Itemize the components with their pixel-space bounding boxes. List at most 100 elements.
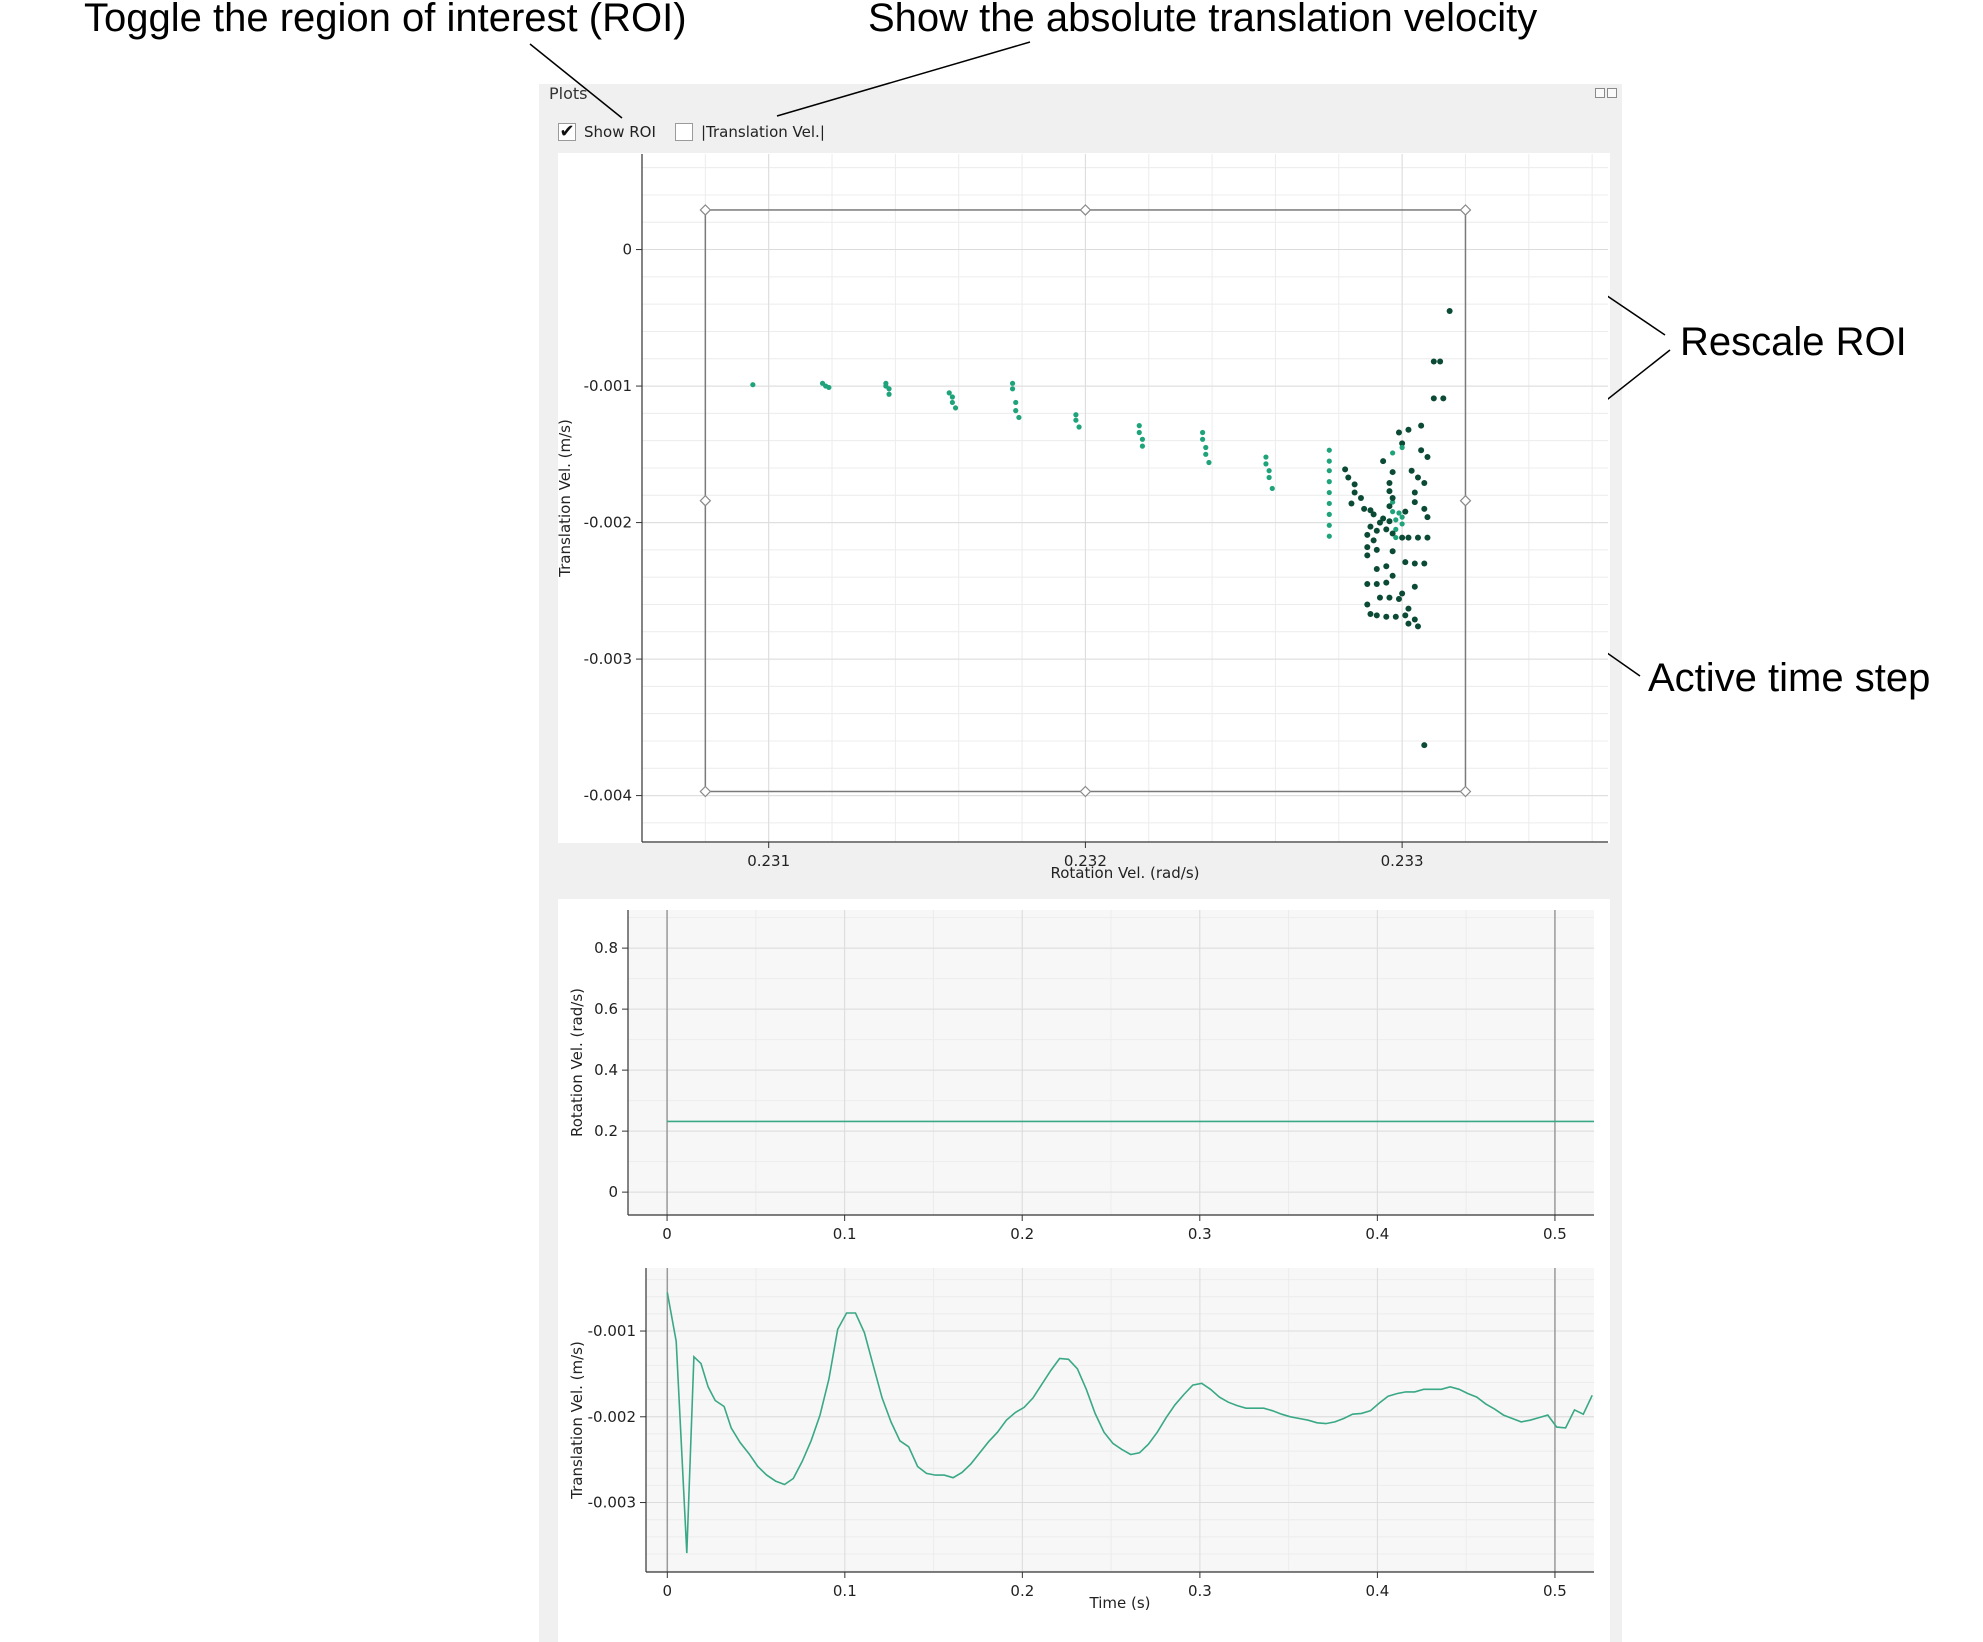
x-tick-label: 0.1 <box>833 1225 857 1243</box>
data-point <box>1373 581 1380 587</box>
data-point <box>1389 530 1396 537</box>
y-tick-label: -0.003 <box>588 1494 636 1512</box>
data-point <box>1326 458 1332 464</box>
y-axis-label: Rotation Vel. (rad/s) <box>568 988 586 1137</box>
data-point <box>1402 559 1409 566</box>
data-point <box>1139 443 1146 449</box>
data-point <box>1402 508 1409 515</box>
x-tick-label: 0.3 <box>1188 1225 1212 1243</box>
data-point <box>1326 500 1332 507</box>
data-point <box>1383 563 1390 570</box>
float-button[interactable] <box>1595 88 1605 98</box>
roi-handle[interactable] <box>1459 494 1472 507</box>
data-point <box>1203 444 1209 451</box>
data-point <box>1383 526 1390 533</box>
data-point <box>1392 613 1399 620</box>
y-tick-label: 0.4 <box>594 1061 618 1079</box>
x-tick-label: 0 <box>662 1225 672 1243</box>
data-point <box>1430 395 1437 402</box>
roi-handle[interactable] <box>1459 204 1472 216</box>
abs-translation-vel-checkbox[interactable] <box>675 123 693 141</box>
data-point <box>1399 444 1405 451</box>
chart-scatter-0: 0.231 0.232 0.233 0 -0.001 -0.002 -0.003 -0.004… <box>556 154 1608 882</box>
roi-handle[interactable] <box>1459 785 1472 798</box>
data-point <box>1367 611 1374 618</box>
data-point <box>1411 583 1418 590</box>
show-roi-toggle[interactable]: ✔ Show ROI <box>558 120 656 144</box>
data-point <box>1386 503 1393 510</box>
data-point <box>1373 612 1380 619</box>
data-point <box>1009 380 1016 386</box>
data-point <box>1009 386 1016 392</box>
data-point <box>1405 534 1412 541</box>
roi-handle[interactable] <box>1079 785 1092 798</box>
abs-translation-vel-toggle[interactable]: |Translation Vel.| <box>675 120 825 144</box>
data-point <box>1383 579 1390 586</box>
annotation-absolute-velocity: Show the absolute translation velocity <box>868 0 1538 40</box>
y-tick-label: -0.001 <box>588 1322 636 1340</box>
abs-translation-vel-label: |Translation Vel.| <box>701 123 825 141</box>
data-point <box>1389 495 1396 501</box>
series-line <box>666 1292 1593 1554</box>
data-point <box>1411 616 1418 623</box>
data-point <box>1446 307 1453 314</box>
data-point <box>1073 417 1079 423</box>
y-axis-label: Translation Vel. (m/s) <box>556 419 574 578</box>
data-point <box>1418 447 1425 454</box>
panel-title: Plots <box>549 84 588 103</box>
data-point <box>1364 552 1371 559</box>
data-point <box>1411 560 1418 567</box>
data-point <box>1373 565 1380 572</box>
data-point <box>886 391 892 397</box>
data-point <box>1357 495 1364 501</box>
data-point <box>1421 479 1428 486</box>
data-point <box>1386 488 1393 495</box>
data-point <box>1424 454 1431 461</box>
y-tick-label: 0.2 <box>594 1122 618 1140</box>
annotation-toggle-roi: Toggle the region of interest (ROI) <box>84 0 687 40</box>
data-point <box>1348 500 1355 507</box>
x-tick-label: 0.2 <box>1010 1582 1034 1600</box>
data-point <box>826 384 832 391</box>
data-point <box>1326 468 1332 474</box>
roi-handle[interactable] <box>699 494 712 507</box>
data-point <box>1421 505 1428 512</box>
data-point <box>1418 422 1425 429</box>
data-point <box>1370 511 1377 518</box>
x-axis-label: Rotation Vel. (rad/s) <box>1051 864 1200 882</box>
data-point <box>1440 395 1447 402</box>
data-point <box>1073 412 1079 418</box>
data-point <box>946 390 952 396</box>
plot-area <box>646 1268 1594 1572</box>
data-point <box>1414 474 1421 481</box>
data-point <box>1421 560 1428 567</box>
data-point <box>1399 440 1406 447</box>
data-point <box>1136 423 1142 429</box>
x-tick-label: 0.4 <box>1365 1225 1389 1243</box>
data-point <box>1263 454 1269 460</box>
x-tick-label: 0.232 <box>1064 852 1107 870</box>
roi-handle[interactable] <box>699 785 712 798</box>
close-button[interactable] <box>1607 88 1617 98</box>
data-point <box>1390 509 1396 515</box>
roi-handle[interactable] <box>1079 204 1092 216</box>
roi-handle[interactable] <box>699 204 712 216</box>
data-point <box>1414 534 1421 541</box>
data-point <box>1389 572 1396 579</box>
data-point <box>949 394 955 400</box>
data-point <box>1424 534 1431 541</box>
data-point <box>1326 522 1332 528</box>
data-point <box>1414 623 1421 630</box>
data-point <box>1411 489 1418 496</box>
show-roi-checkbox[interactable]: ✔ <box>558 121 576 142</box>
data-point <box>1326 533 1332 539</box>
data-point <box>1405 426 1412 433</box>
data-point <box>1373 546 1380 553</box>
y-tick-label: -0.002 <box>584 514 632 532</box>
data-point <box>1367 507 1374 514</box>
data-point <box>1016 414 1022 421</box>
y-tick-label: -0.004 <box>584 787 632 805</box>
x-tick-label: 0 <box>663 1582 673 1600</box>
data-point <box>1364 531 1371 538</box>
